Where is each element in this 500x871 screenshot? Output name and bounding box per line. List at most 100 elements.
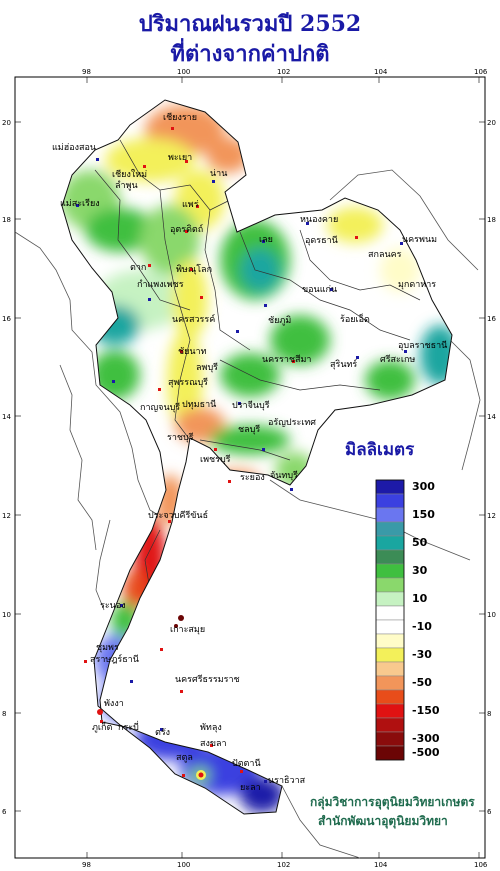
place-label: พะเยา bbox=[168, 153, 192, 163]
legend-label: -10 bbox=[412, 620, 432, 633]
legend-swatch bbox=[375, 563, 405, 579]
legend-label: -500 bbox=[412, 746, 440, 759]
place-label: ระนอง bbox=[100, 601, 126, 611]
map-subtitle: ที่ต่างจากค่าปกติ bbox=[170, 41, 330, 67]
place-labels: เชียงราย แม่ฮ่องสอน เชียงใหม่ ลำพูน พะเย… bbox=[52, 112, 447, 793]
place-label: หนองคาย bbox=[300, 215, 338, 225]
lon-tick-label: 104 bbox=[374, 68, 388, 76]
place-label: เพชรบุรี bbox=[200, 454, 231, 465]
lat-tick-label: 6 bbox=[487, 808, 492, 816]
place-label: อุบลราชธานี bbox=[398, 340, 447, 351]
legend-label: -30 bbox=[412, 648, 432, 661]
legend-label: 300 bbox=[412, 480, 435, 493]
legend-swatch bbox=[375, 717, 405, 733]
place-label: เลย bbox=[259, 235, 273, 245]
legend-swatch bbox=[375, 521, 405, 537]
place-label: ขอนแก่น bbox=[302, 285, 337, 295]
lat-tick-label: 20 bbox=[2, 119, 11, 127]
legend-swatch bbox=[375, 675, 405, 691]
place-label: กระบี่ bbox=[118, 720, 139, 733]
place-label: ระยอง bbox=[240, 473, 265, 483]
lat-tick-label: 10 bbox=[2, 611, 11, 619]
place-label: ชัยภูมิ bbox=[268, 315, 291, 326]
place-label: ปัตตานี bbox=[232, 758, 261, 769]
place-label: นครศรีธรรมราช bbox=[175, 674, 240, 685]
lat-tick-label: 16 bbox=[487, 315, 496, 323]
legend-swatch bbox=[375, 493, 405, 509]
legend-label: -50 bbox=[412, 676, 432, 689]
place-label: เกาะสมุย bbox=[170, 625, 205, 635]
place-label: ชัยนาท bbox=[178, 347, 207, 357]
lon-tick-label: 100 bbox=[177, 68, 190, 76]
lat-tick-label: 8 bbox=[2, 710, 6, 718]
place-label: สุพรรณบุรี bbox=[168, 377, 208, 388]
legend-label: 10 bbox=[412, 592, 428, 605]
place-label: ปราจีนบุรี bbox=[232, 400, 270, 411]
lon-tick-label: 106 bbox=[474, 861, 488, 869]
lat-tick-label: 18 bbox=[487, 216, 496, 224]
lat-tick-label: 12 bbox=[2, 512, 11, 520]
legend-swatch bbox=[375, 535, 405, 551]
legend-swatch bbox=[375, 591, 405, 607]
place-label: สุรินทร์ bbox=[330, 358, 357, 370]
place-label: กำแพงเพชร bbox=[137, 279, 184, 290]
island-samui bbox=[178, 615, 184, 621]
legend-swatch bbox=[375, 661, 405, 677]
place-label: จันทบุรี bbox=[270, 470, 298, 481]
legend-label: 50 bbox=[412, 536, 428, 549]
lon-tick-label: 100 bbox=[177, 861, 190, 869]
lon-tick-label: 104 bbox=[374, 861, 388, 869]
thailand-outline bbox=[61, 99, 453, 815]
place-label: ปทุมธานี bbox=[182, 399, 216, 410]
legend-unit: มิลลิเมตร bbox=[345, 440, 415, 460]
island-phuket bbox=[97, 709, 103, 715]
legend-swatch bbox=[375, 479, 405, 495]
lat-tick-label: 14 bbox=[2, 413, 11, 421]
legend-swatch bbox=[375, 577, 405, 593]
legend-swatch bbox=[375, 549, 405, 565]
legend-label: 150 bbox=[412, 508, 435, 521]
legend-label: -150 bbox=[412, 704, 440, 717]
place-label: ราชบุรี bbox=[167, 432, 194, 443]
place-label: แพร่ bbox=[182, 200, 199, 210]
lat-tick-label: 12 bbox=[487, 512, 496, 520]
place-label: สตูล bbox=[176, 753, 193, 763]
lat-tick-label: 8 bbox=[487, 710, 491, 718]
place-label: พังงา bbox=[104, 699, 124, 709]
lon-tick-label: 102 bbox=[277, 68, 290, 76]
place-label: สงขลา bbox=[200, 739, 227, 749]
lat-tick-label: 10 bbox=[487, 611, 496, 619]
place-label: แม่สะเรียง bbox=[60, 198, 100, 209]
place-label: นครสวรรค์ bbox=[172, 313, 215, 325]
place-label: สกลนคร bbox=[368, 250, 402, 260]
legend-outline bbox=[375, 479, 405, 761]
place-label: ตรัง bbox=[155, 728, 170, 738]
place-label: น่าน bbox=[210, 169, 227, 179]
place-label: พัทลุง bbox=[200, 723, 222, 733]
legend-label: 30 bbox=[412, 564, 428, 577]
place-label: นครพนม bbox=[402, 235, 437, 245]
place-label: ภูเก็ต bbox=[92, 720, 112, 733]
legend-label: -300 bbox=[412, 732, 440, 745]
place-label: มุกดาหาร bbox=[398, 280, 436, 290]
credit-line-1: กลุ่มวิชาการอุตุนิยมวิทยาเกษตร bbox=[310, 795, 475, 809]
lat-tick-label: 6 bbox=[2, 808, 7, 816]
map-title: ปริมาณฝนรวมปี 2552 bbox=[138, 11, 362, 37]
place-label: ประจวบคีรีขันธ์ bbox=[148, 509, 208, 521]
lon-tick-label: 98 bbox=[82, 861, 91, 869]
legend-swatch bbox=[375, 507, 405, 523]
place-label: เชียงใหม่ bbox=[112, 169, 147, 180]
place-label: ตาก bbox=[130, 263, 146, 273]
place-label: อุดรธานี bbox=[305, 235, 338, 246]
place-label: ลำพูน bbox=[115, 180, 138, 191]
place-label: นราธิวาส bbox=[268, 775, 306, 786]
lat-tick-label: 16 bbox=[2, 315, 11, 323]
place-label: ลพบุรี bbox=[196, 362, 218, 373]
place-label: อุตรดิตถ์ bbox=[170, 223, 203, 235]
credit-line-2: สำนักพัฒนาอุตุนิยมวิทยา bbox=[318, 814, 448, 828]
lat-tick-label: 18 bbox=[2, 216, 11, 224]
legend-swatch bbox=[375, 731, 405, 747]
color-legend: 300 150 50 30 10 -10 -30 -50 -150 -300-500 bbox=[375, 479, 440, 761]
